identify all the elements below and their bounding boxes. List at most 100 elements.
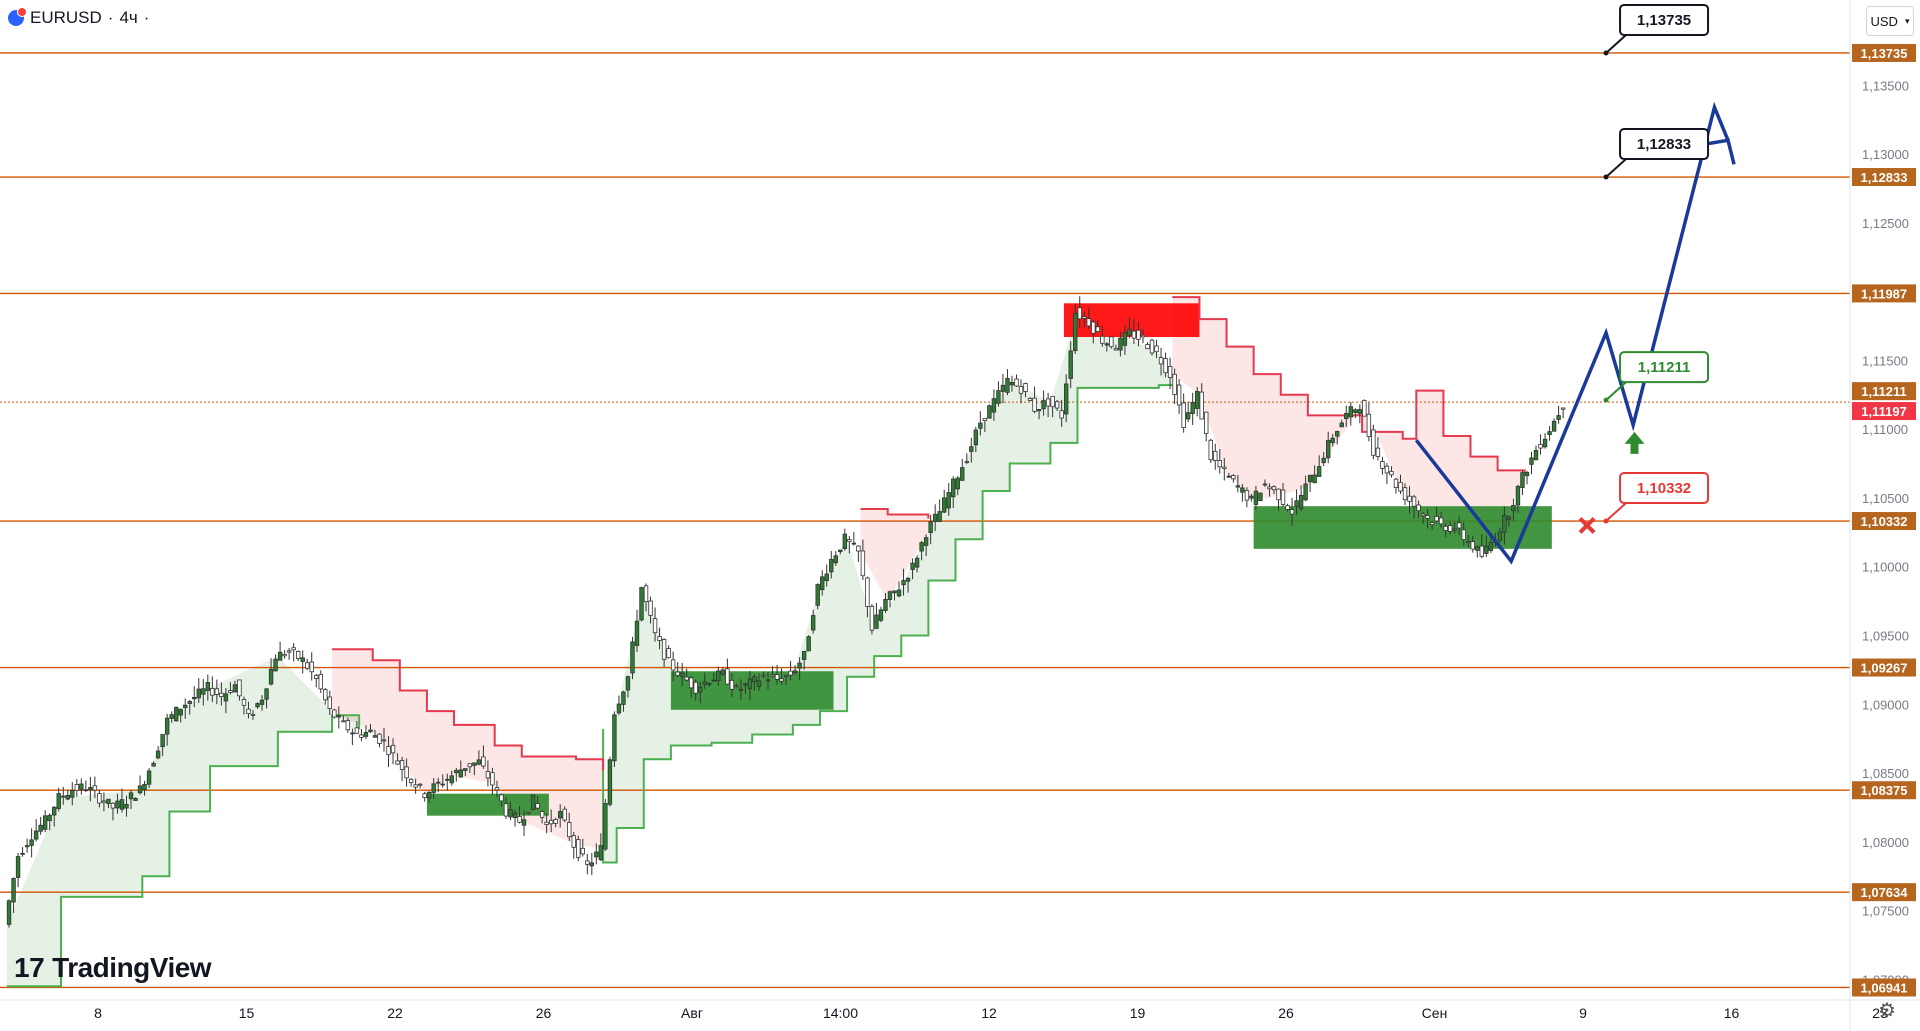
callout-box[interactable] <box>1619 3 1710 36</box>
candle-body <box>445 778 450 781</box>
candle-body <box>1452 528 1457 531</box>
level-price-label: 1,10332 <box>1861 514 1908 529</box>
candle-body <box>937 511 942 522</box>
candle-body <box>192 696 197 700</box>
price-axis[interactable]: 1,13500 1,13000 1,12500 1,11500 1,11000 1,105… <box>1849 0 1920 1031</box>
demand-zone[interactable] <box>426 793 549 816</box>
candle-body <box>1547 431 1552 435</box>
price-tag[interactable] <box>1852 402 1916 421</box>
candle-body <box>11 878 16 903</box>
candle-body <box>883 598 888 611</box>
candle-body <box>1529 457 1534 465</box>
candle-body <box>1556 415 1561 420</box>
tradingview-logo-icon: 17 <box>14 952 45 983</box>
supply-zone[interactable] <box>1063 303 1200 338</box>
candle-body <box>684 676 689 681</box>
level-price-tag[interactable] <box>1852 658 1916 677</box>
candle-body <box>1127 328 1132 336</box>
candle-body <box>503 803 509 817</box>
level-price-tag[interactable] <box>1852 284 1916 303</box>
candle-body <box>128 792 134 800</box>
level-price-tag[interactable] <box>1852 512 1916 531</box>
callout-box[interactable] <box>1619 128 1710 161</box>
candle-body <box>553 818 558 824</box>
callout-pointer <box>1605 381 1627 401</box>
level-price-tag[interactable] <box>1852 978 1916 997</box>
candle-body <box>923 537 929 546</box>
candle-body <box>1176 384 1182 406</box>
candle-body <box>1027 398 1033 401</box>
candle-body <box>1194 391 1200 409</box>
candle-body <box>1538 443 1543 449</box>
candle-body <box>336 715 342 718</box>
candle-body <box>1384 465 1390 474</box>
candle-body <box>160 734 165 748</box>
price-callouts[interactable]: 1,13735 1,12833 1,11211 1,10332 <box>1603 3 1710 524</box>
candle-body <box>526 812 531 815</box>
candle-body <box>1321 457 1326 464</box>
candle-body <box>616 703 622 714</box>
price-tag[interactable] <box>1852 382 1916 401</box>
candle-body <box>738 688 744 691</box>
level-price-tag[interactable] <box>1852 43 1916 62</box>
resistance-fill <box>1172 297 1525 542</box>
candle-body <box>1213 450 1218 461</box>
candle-body <box>1082 316 1087 319</box>
candle-body <box>901 580 906 586</box>
candle-body <box>70 790 75 798</box>
callout-pointer <box>1605 158 1627 178</box>
candle-body <box>1316 466 1322 477</box>
candle-body <box>675 671 680 676</box>
candle-body <box>417 783 423 786</box>
candle-body <box>996 390 1001 404</box>
candle-body <box>1389 470 1394 476</box>
demand-zone[interactable] <box>1253 506 1552 549</box>
callout-box[interactable] <box>1619 351 1710 384</box>
candle-body <box>1285 505 1290 510</box>
candle-body <box>1502 514 1507 533</box>
candle-body <box>1131 330 1137 339</box>
candle-body <box>404 766 409 779</box>
level-price-tag[interactable] <box>1852 781 1916 800</box>
tradingview-logo[interactable]: 17 TradingView <box>14 952 212 984</box>
candle-body <box>246 708 251 714</box>
time-axis[interactable]: 8 15 22 26 Авг 14:00 12 19 26 Сен 9 16 23 <box>0 999 1920 1021</box>
level-price-tag[interactable] <box>1852 883 1916 902</box>
candle-body <box>792 670 798 674</box>
candle-body <box>399 760 405 770</box>
candle-body <box>1443 525 1448 531</box>
candle-body <box>476 759 482 765</box>
x-tick-label: 26 <box>1278 1005 1294 1021</box>
zone-boxes[interactable] <box>426 303 1552 816</box>
callout-label: 1,13735 <box>1637 12 1691 29</box>
candle-body <box>1262 483 1268 486</box>
candle-body <box>74 784 80 791</box>
candle-body <box>630 641 635 674</box>
symbol-header[interactable]: EURUSD · 4ч · <box>8 7 149 28</box>
callout-box[interactable] <box>1619 472 1710 505</box>
candle-body <box>1425 515 1430 519</box>
candle-body <box>151 762 156 767</box>
candle-body <box>612 714 617 762</box>
currency-dropdown[interactable]: USD ▾ <box>1866 6 1914 36</box>
level-price-tag[interactable] <box>1852 168 1916 187</box>
candle-body <box>305 662 310 669</box>
candle-body <box>1267 486 1272 490</box>
candle-body <box>1158 357 1164 365</box>
gear-icon[interactable]: ⚙ <box>1878 1000 1896 1022</box>
candle-body <box>729 679 735 690</box>
demand-zone[interactable] <box>670 671 834 710</box>
candle-body <box>395 760 400 765</box>
candle-body <box>1050 395 1055 408</box>
candle-body <box>1240 487 1245 493</box>
projection-arrowhead <box>1703 138 1736 165</box>
candle-body <box>942 497 947 513</box>
level-price-label: 1,07634 <box>1861 885 1909 900</box>
candle-body <box>173 707 179 722</box>
candle-body <box>24 845 30 848</box>
candle-body <box>463 768 468 771</box>
candle-body <box>422 793 427 798</box>
candle-body <box>1104 343 1110 346</box>
candle-body <box>241 699 247 706</box>
